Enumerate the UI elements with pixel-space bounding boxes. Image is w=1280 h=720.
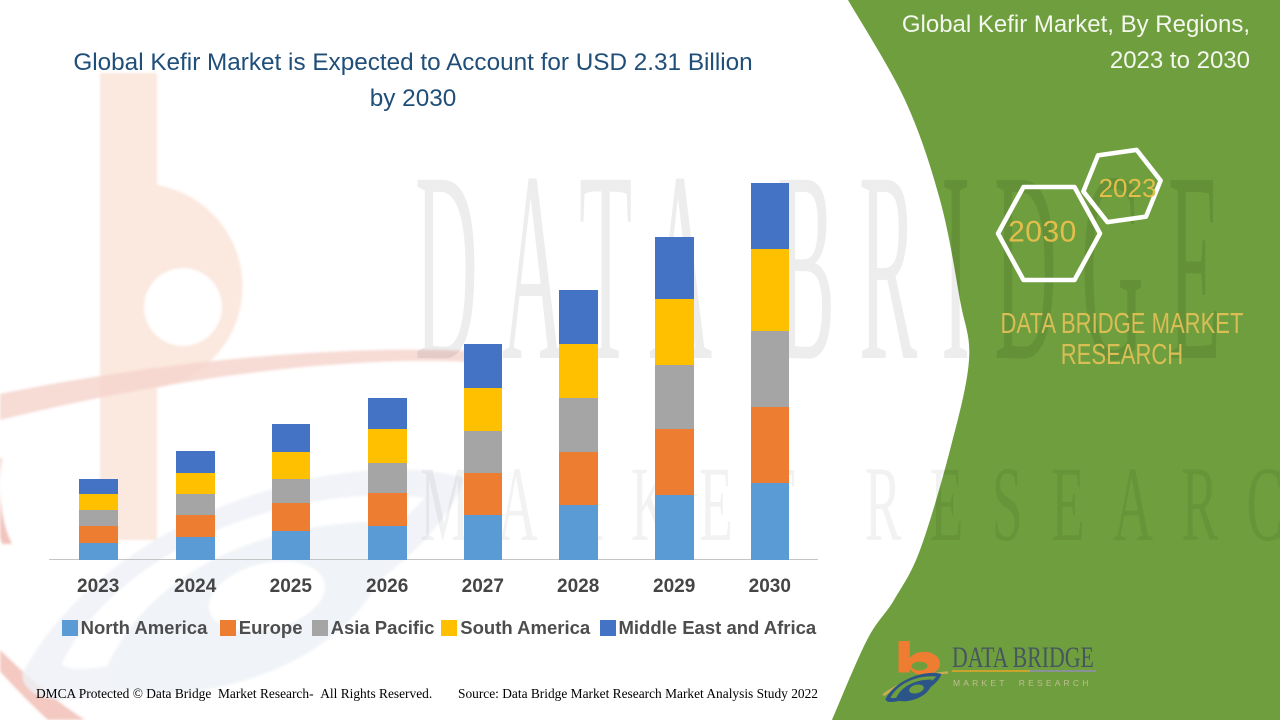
svg-text:2023: 2023	[1099, 173, 1157, 203]
svg-text:2030: 2030	[1008, 216, 1077, 249]
svg-text:MARKET RESEARCH: MARKET RESEARCH	[420, 446, 1280, 564]
